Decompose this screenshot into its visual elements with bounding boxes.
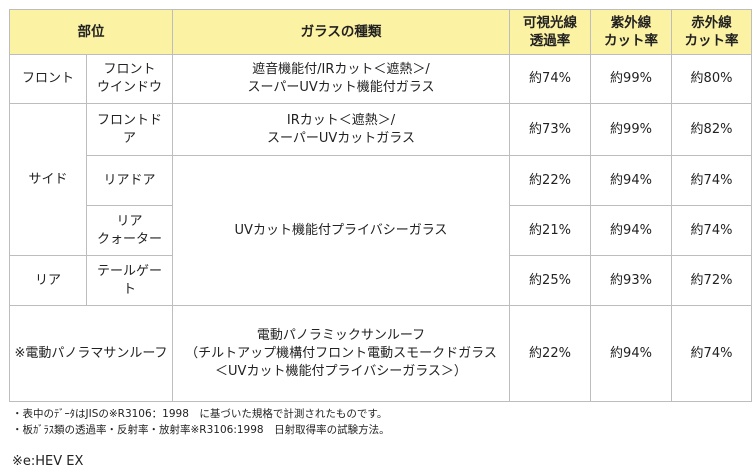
visible-front: 約74% xyxy=(509,54,591,104)
footnote-test-method: ・板ｶﾞﾗｽ類の透過率・反射率・放射率※R3106:1998 日射取得率の試験方… xyxy=(12,423,390,436)
ir-side-front: 約82% xyxy=(671,103,752,156)
row-side-front-door: サイド フロントドア IRカット＜遮熱＞/ スーパーUVカットガラス 約73% … xyxy=(9,103,752,256)
visible-sunroof: 約22% xyxy=(509,305,591,402)
glass-spec-table: 部位 ガラスの種類 可視光線 透過率 紫外線 カット率 赤外線 カット率 フロン… xyxy=(9,9,752,402)
sub-front-window: フロント ウインドウ xyxy=(86,54,173,104)
visible-rear: 約25% xyxy=(509,255,591,306)
ir-rear: 約72% xyxy=(671,255,752,306)
sub-tailgate: テールゲート xyxy=(86,255,173,306)
ir-front: 約80% xyxy=(671,54,752,104)
header-visible-transmittance: 可視光線 透過率 xyxy=(509,9,591,55)
visible-side-front: 約73% xyxy=(509,103,591,156)
ir-side-quarter: 約74% xyxy=(671,205,752,256)
header-part: 部位 xyxy=(9,9,173,55)
group-rear: リア xyxy=(9,255,87,306)
footnotes: ・表中のﾃﾞｰﾀはJISの※R3106：1998 に基づいた規格で計測されたもの… xyxy=(12,407,390,438)
footnote-jis: ・表中のﾃﾞｰﾀはJISの※R3106：1998 に基づいた規格で計測されたもの… xyxy=(12,408,388,420)
glass-sunroof: 電動パノラミックサンルーフ （チルトアップ機構付フロント電動スモークドガラス ＜… xyxy=(172,305,510,402)
uv-sunroof: 約94% xyxy=(590,305,672,402)
header-row: 部位 ガラスの種類 可視光線 透過率 紫外線 カット率 赤外線 カット率 xyxy=(9,9,752,55)
uv-front: 約99% xyxy=(590,54,672,104)
header-ir-cut: 赤外線 カット率 xyxy=(671,9,752,55)
glass-front: 遮音機能付/IRカット＜遮熱＞/ スーパーUVカット機能付ガラス xyxy=(172,54,510,104)
row-rear: リア テールゲート 約25% 約93% 約72% xyxy=(9,255,752,306)
ir-sunroof: 約74% xyxy=(671,305,752,402)
header-uv-cut: 紫外線 カット率 xyxy=(590,9,672,55)
uv-side-quarter: 約94% xyxy=(590,205,672,256)
group-side: サイド xyxy=(9,103,87,256)
row-sunroof: ※電動パノラマサンルーフ 電動パノラミックサンルーフ （チルトアップ機構付フロン… xyxy=(9,305,752,402)
uv-side-front: 約99% xyxy=(590,103,672,156)
header-glass-type: ガラスの種類 xyxy=(172,9,510,55)
ir-side-rear: 約74% xyxy=(671,155,752,206)
sub-front-door: フロントドア xyxy=(86,103,173,156)
row-front: フロント フロント ウインドウ 遮音機能付/IRカット＜遮熱＞/ スーパーUVカ… xyxy=(9,54,752,104)
sub-rear-quarter: リア クォーター xyxy=(86,205,173,256)
row-side-quarter: リア クォーター 約21% 約94% 約74% xyxy=(10,205,752,256)
sub-rear-door: リアドア xyxy=(86,155,173,206)
glass-privacy: UVカット機能付プライバシーガラス xyxy=(172,155,510,306)
uv-rear: 約93% xyxy=(590,255,672,306)
row-side-rear-door: リアドア UVカット機能付プライバシーガラス 約22% 約94% 約74% xyxy=(10,155,752,306)
visible-side-quarter: 約21% xyxy=(509,205,591,256)
model-note: ※e:HEV EX xyxy=(12,454,84,469)
group-sunroof: ※電動パノラマサンルーフ xyxy=(9,305,173,402)
group-front: フロント xyxy=(9,54,87,104)
glass-side-front: IRカット＜遮熱＞/ スーパーUVカットガラス xyxy=(172,103,510,156)
uv-side-rear: 約94% xyxy=(590,155,672,206)
visible-side-rear: 約22% xyxy=(509,155,591,206)
